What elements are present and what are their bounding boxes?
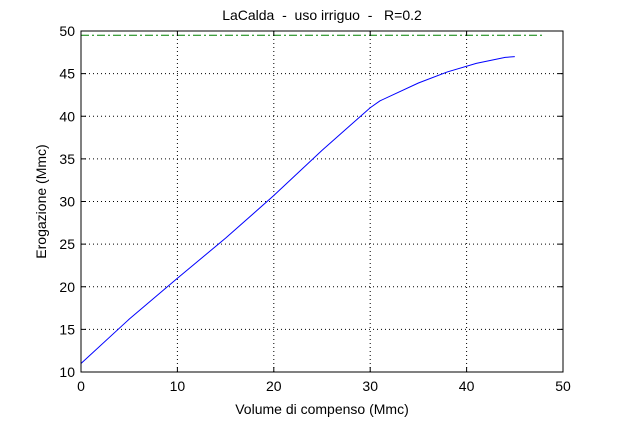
- y-tick-label: 20: [59, 279, 75, 295]
- y-tick-label: 35: [59, 151, 75, 167]
- x-tick-label: 30: [362, 378, 378, 394]
- series-line-erogazione: [80, 56, 515, 364]
- y-tick-label: 40: [59, 108, 75, 124]
- y-axis-label: Erogazione (Mmc): [33, 144, 49, 258]
- y-tick-label: 30: [59, 194, 75, 210]
- x-tick-label: 50: [555, 378, 571, 394]
- chart-title: LaCalda - uso irriguo - R=0.2: [222, 7, 422, 23]
- series-layer: [80, 34, 543, 364]
- x-tick-label: 40: [459, 378, 475, 394]
- y-tick-label: 10: [59, 364, 75, 380]
- x-tick-label: 0: [77, 378, 85, 394]
- grid: [81, 31, 563, 372]
- y-tick-label: 15: [59, 321, 75, 337]
- x-axis-label: Volume di compenso (Mmc): [235, 401, 409, 417]
- x-tick-label: 10: [170, 378, 186, 394]
- y-tick-label: 45: [59, 66, 75, 82]
- y-tick-label: 25: [59, 236, 75, 252]
- x-tick-label: 20: [266, 378, 282, 394]
- y-tick-label: 50: [59, 23, 75, 39]
